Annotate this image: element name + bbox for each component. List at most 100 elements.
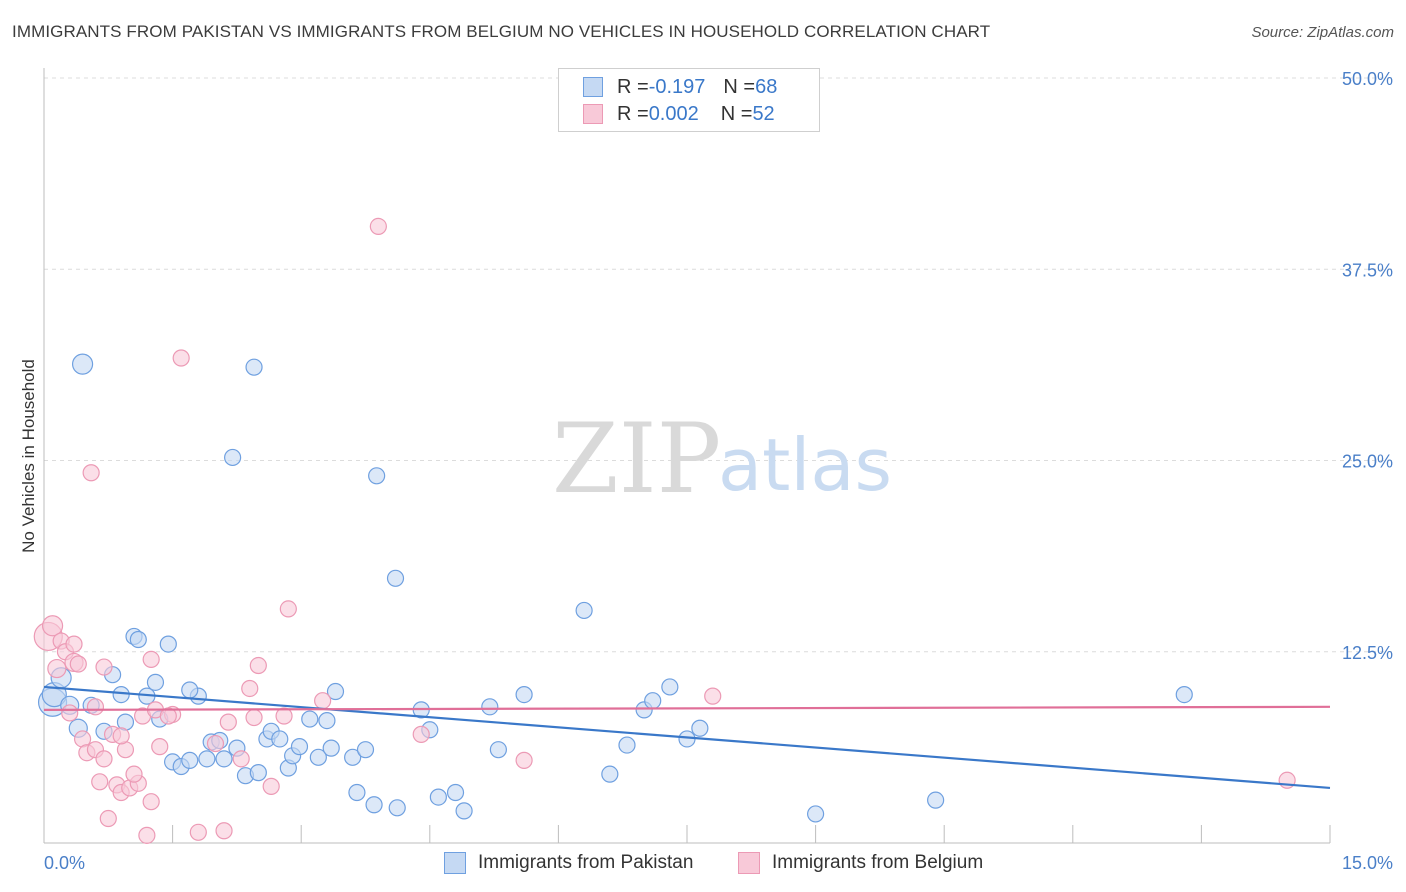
pakistan-point-9 <box>112 685 130 704</box>
belgium-point-36 <box>275 707 293 725</box>
pakistan-point-63 <box>691 719 709 737</box>
belgium-point-25 <box>151 738 169 756</box>
pakistan-point-44 <box>365 796 383 814</box>
series-swatch-pakistan <box>444 852 466 874</box>
belgium-point-1 <box>41 615 64 637</box>
belgium-point-42 <box>704 687 722 705</box>
belgium-point-51 <box>206 734 225 753</box>
belgium-point-50 <box>65 635 83 653</box>
belgium-point-47 <box>142 793 160 811</box>
belgium-point-31 <box>232 750 250 768</box>
belgium-point-44 <box>86 698 105 716</box>
pakistan-point-67 <box>181 681 199 699</box>
pakistan-point-60 <box>644 692 662 710</box>
belgium-point-27 <box>172 349 190 367</box>
pakistan-point-56 <box>575 601 593 620</box>
legend-swatch-belgium <box>583 104 603 124</box>
belgium-point-48 <box>159 707 177 725</box>
belgium-point-39 <box>369 217 387 236</box>
pakistan-point-38 <box>318 711 336 730</box>
tick-labels: 12.5% 25.0% 37.5% 50.0% 0.0% 15.0% <box>44 69 1393 873</box>
belgium-point-33 <box>245 708 263 727</box>
belgium-point-7 <box>69 655 87 673</box>
y-axis-label: No Vehicles in Household <box>19 359 38 553</box>
belgium-point-2 <box>47 658 67 679</box>
belgium-point-23 <box>142 650 160 669</box>
belgium-point-30 <box>219 713 237 731</box>
series-legend: Immigrants from Pakistan Immigrants from… <box>0 852 1406 878</box>
pakistan-point-12 <box>129 630 147 649</box>
watermark-atlas: atlas <box>718 423 892 507</box>
pakistan-point-46 <box>386 569 405 587</box>
legend-n-value-belgium: 52 <box>752 102 775 125</box>
pakistan-point-45 <box>368 467 386 485</box>
pakistan-point-64 <box>806 805 825 823</box>
legend-n-value-pakistan: 68 <box>755 75 778 98</box>
series-legend-belgium: Immigrants from Belgium <box>738 852 983 874</box>
pakistan-point-43 <box>356 741 375 759</box>
pakistan-point-51 <box>446 783 465 802</box>
pakistan-trend-line <box>43 685 1331 790</box>
legend-r-value-belgium: 0.002 <box>648 102 699 125</box>
pakistan-point-35 <box>290 738 309 756</box>
y-tick-label-1: 25.0% <box>1342 452 1393 472</box>
belgium-point-14 <box>99 809 117 828</box>
y-tick-label-3: 50.0% <box>1342 69 1393 89</box>
pakistan-point-41 <box>344 748 362 766</box>
pakistan-point-58 <box>618 736 636 754</box>
x-tick-label-1: 15.0% <box>1342 853 1393 873</box>
belgium-point-13 <box>95 750 113 768</box>
pakistan-point-28 <box>245 358 263 376</box>
legend-row-pakistan: R = -0.197 N = 68 <box>583 74 777 100</box>
belgium-trend-line <box>43 705 1331 711</box>
belgium-point-49 <box>112 727 130 745</box>
pakistan-point-50 <box>429 788 447 806</box>
pakistan-point-5 <box>71 353 94 375</box>
pakistan-point-53 <box>481 698 499 716</box>
legend-swatch-pakistan <box>583 77 603 97</box>
belgium-point-10 <box>82 464 100 482</box>
belgium-point-22 <box>138 826 156 844</box>
belgium-point-41 <box>515 751 533 769</box>
watermark-zip: ZIP <box>552 403 721 515</box>
pakistan-point-16 <box>159 635 177 653</box>
pakistan-point-37 <box>309 748 327 766</box>
pakistan-point-57 <box>601 765 619 783</box>
pakistan-point-55 <box>515 685 533 704</box>
y-tick-label-0: 12.5% <box>1342 643 1393 663</box>
pakistan-point-36 <box>301 710 319 728</box>
pakistan-point-19 <box>181 751 199 769</box>
pakistan-point-65 <box>927 791 945 809</box>
pakistan-point-52 <box>455 802 473 820</box>
belgium-point-29 <box>215 822 233 840</box>
legend-r-label-pakistan: R = <box>617 75 649 98</box>
x-tick-label-0: 0.0% <box>44 853 85 873</box>
pakistan-point-24 <box>215 750 233 768</box>
belgium-point-5 <box>61 704 79 722</box>
belgium-point-45 <box>95 658 113 676</box>
pakistan-point-42 <box>348 783 366 802</box>
belgium-point-28 <box>189 823 207 841</box>
pakistan-point-32 <box>271 730 289 748</box>
pakistan-point-61 <box>661 678 679 696</box>
legend-row-belgium: R = 0.002 N = 52 <box>583 101 775 127</box>
belgium-points <box>33 217 1296 844</box>
pakistan-point-25 <box>224 448 242 467</box>
stats-legend: R = -0.197 N = 68 R = 0.002 N = 52 <box>558 68 820 132</box>
pakistan-point-40 <box>326 682 345 701</box>
belgium-point-38 <box>314 692 332 710</box>
belgium-point-37 <box>279 600 297 618</box>
pakistan-point-14 <box>146 673 165 691</box>
pakistan-point-47 <box>388 799 406 817</box>
series-label-belgium: Immigrants from Belgium <box>772 852 984 873</box>
series-legend-pakistan: Immigrants from Pakistan <box>444 852 693 874</box>
belgium-point-35 <box>262 777 280 795</box>
chart-title: IMMIGRANTS FROM PAKISTAN VS IMMIGRANTS F… <box>12 22 991 41</box>
belgium-point-32 <box>241 679 259 698</box>
pakistan-point-39 <box>322 739 340 757</box>
legend-n-label-belgium: N = <box>720 102 753 125</box>
pakistan-point-54 <box>489 741 507 759</box>
y-tick-label-2: 37.5% <box>1342 260 1393 280</box>
pakistan-point-66 <box>1175 685 1193 704</box>
